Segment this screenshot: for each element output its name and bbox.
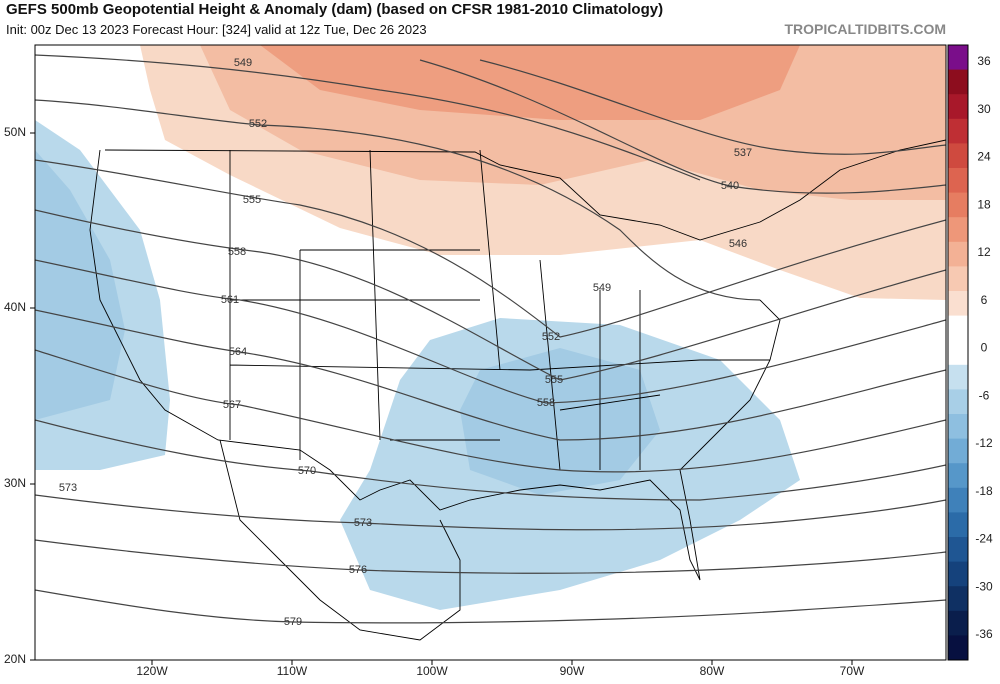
colorbar-label: -18 bbox=[975, 484, 993, 498]
colorbar-bin bbox=[948, 389, 968, 415]
lon-label: 90W bbox=[560, 664, 585, 678]
colorbar-label: 24 bbox=[977, 150, 991, 164]
lat-label: 20N bbox=[4, 652, 26, 666]
lat-label: 50N bbox=[4, 125, 26, 139]
colorbar-label: -24 bbox=[975, 532, 993, 546]
contour-label: 537 bbox=[734, 147, 752, 159]
colorbar-bin bbox=[948, 69, 968, 95]
colorbar-bin bbox=[948, 364, 968, 390]
contour-label: 570 bbox=[298, 465, 316, 477]
contour-label: 564 bbox=[229, 346, 247, 358]
colorbar-bin bbox=[948, 192, 968, 218]
contour-label: 549 bbox=[234, 57, 252, 69]
lon-label: 70W bbox=[840, 664, 865, 678]
colorbar-label: -6 bbox=[979, 388, 990, 402]
lat-label: 30N bbox=[4, 476, 26, 490]
contour-label: 540 bbox=[721, 180, 739, 192]
colorbar-bin bbox=[948, 315, 968, 341]
subtitle: Init: 00z Dec 13 2023 Forecast Hour: [32… bbox=[6, 22, 427, 37]
map-area bbox=[35, 45, 946, 660]
lon-label: 120W bbox=[136, 664, 168, 678]
contour-label: 555 bbox=[545, 374, 563, 386]
colorbar-label: 36 bbox=[977, 54, 991, 68]
colorbar-bin bbox=[948, 291, 968, 317]
lon-label: 100W bbox=[416, 664, 448, 678]
colorbar-label: 12 bbox=[977, 245, 991, 259]
contour-label: 558 bbox=[537, 397, 555, 409]
colorbar-bin bbox=[948, 217, 968, 243]
colorbar-label: 0 bbox=[981, 341, 988, 355]
colorbar-bin bbox=[948, 537, 968, 563]
contour-label: 573 bbox=[59, 482, 77, 494]
contour-label: 576 bbox=[349, 564, 367, 576]
colorbar-label: 30 bbox=[977, 102, 991, 116]
colorbar-bin bbox=[948, 635, 968, 661]
colorbar-bin bbox=[948, 118, 968, 144]
contour-label: 555 bbox=[243, 194, 261, 206]
contour-label: 552 bbox=[249, 118, 267, 130]
overlay: 549 552 555 558 561 564 567 570 573 573 576 579 537 5… bbox=[4, 44, 993, 678]
colorbar-label: 6 bbox=[981, 293, 988, 307]
contour-label: 561 bbox=[221, 294, 239, 306]
colorbar-label: 18 bbox=[977, 197, 991, 211]
map-frame bbox=[34, 44, 947, 661]
contour-label: 567 bbox=[223, 399, 241, 411]
colorbar-frame bbox=[947, 44, 969, 661]
contour-label: 546 bbox=[729, 238, 747, 250]
colorbar-label: -36 bbox=[975, 627, 993, 641]
colorbar-bin bbox=[948, 340, 968, 366]
colorbar-bin bbox=[948, 168, 968, 194]
colorbar-bin bbox=[948, 438, 968, 464]
lon-label: 110W bbox=[277, 664, 308, 678]
contour-label: 558 bbox=[228, 246, 246, 258]
site-name: TROPICALTIDBITS.COM bbox=[784, 21, 946, 37]
contour-label: 579 bbox=[284, 616, 302, 628]
colorbar-bin bbox=[948, 463, 968, 489]
colorbar-bin bbox=[948, 414, 968, 440]
colorbar-bin bbox=[948, 94, 968, 120]
colorbar-bin bbox=[948, 487, 968, 513]
lon-label: 80W bbox=[700, 664, 725, 678]
colorbar-bin bbox=[948, 143, 968, 169]
lat-label: 40N bbox=[4, 300, 26, 314]
colorbar-label: -30 bbox=[975, 579, 993, 593]
title: GEFS 500mb Geopotential Height & Anomaly… bbox=[6, 1, 663, 18]
colorbar-bin bbox=[948, 45, 968, 71]
colorbar-label: -12 bbox=[975, 436, 993, 450]
colorbar-bin bbox=[948, 241, 968, 267]
colorbar-bin bbox=[948, 610, 968, 636]
contour-label: 549 bbox=[593, 282, 611, 294]
colorbar-bin bbox=[948, 512, 968, 538]
contour-label: 573 bbox=[354, 517, 372, 529]
colorbar-bin bbox=[948, 561, 968, 587]
colorbar-bin bbox=[948, 586, 968, 612]
colorbar-bin bbox=[948, 266, 968, 292]
contour-label: 552 bbox=[542, 331, 560, 343]
